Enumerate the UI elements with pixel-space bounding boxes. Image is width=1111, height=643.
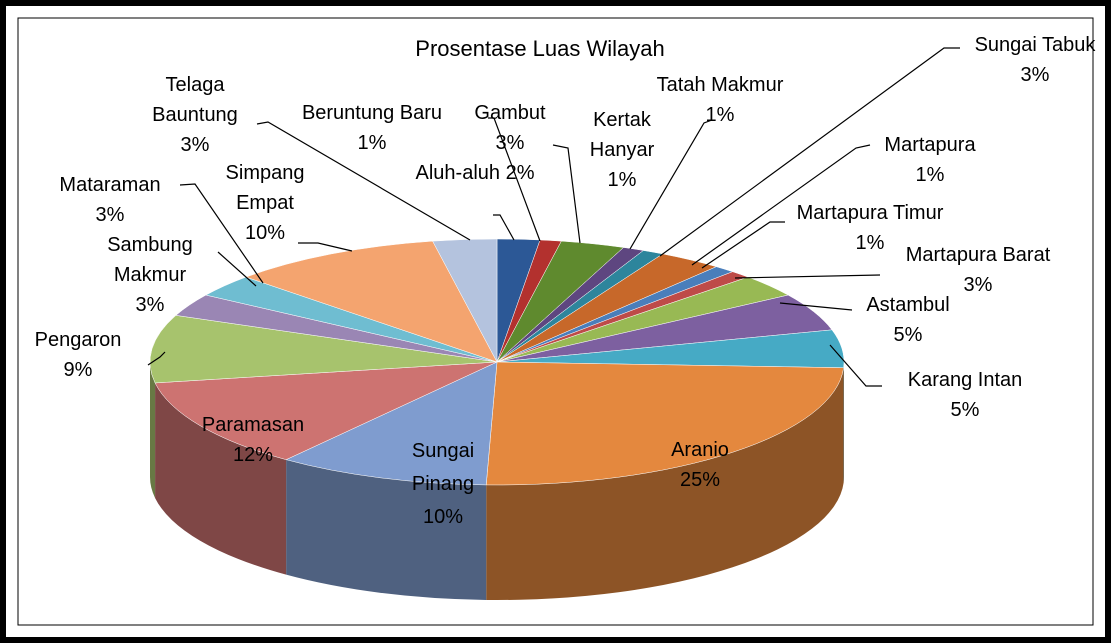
slice-label: Kertak Hanyar 1% <box>577 105 667 195</box>
category-label: Astambul <box>866 294 950 316</box>
leader-line <box>256 121 471 241</box>
leader-line <box>493 214 515 241</box>
category-label: Tatah Makmur <box>656 74 784 96</box>
category-label: Sungai Pinang <box>411 440 475 495</box>
category-label: Simpang Empat <box>225 162 305 214</box>
leader-line <box>691 144 871 266</box>
value-label: 3% <box>180 134 210 156</box>
slice-label: Martapura 1% <box>865 130 995 190</box>
value-label: 1% <box>607 169 637 191</box>
value-label: 1% <box>705 104 735 126</box>
slice-side <box>286 459 487 600</box>
category-label: Aranio <box>671 439 729 461</box>
category-label: Sambung Makmur <box>107 234 193 286</box>
value-label: 9% <box>63 359 93 381</box>
value-label: 5% <box>950 399 980 421</box>
slice-label: Paramasan 12% <box>183 410 323 470</box>
chart-title: Prosentase Luas Wilayah <box>415 36 665 61</box>
category-label: Kertak Hanyar <box>589 109 655 161</box>
value-label: 3% <box>963 274 993 296</box>
slice-label: Martapura Timur 1% <box>775 198 965 258</box>
slice-label: Simpang Empat 10% <box>205 158 325 248</box>
slice-label: Sungai Tabuk 3% <box>960 30 1110 90</box>
value-label: 3% <box>95 204 125 226</box>
leader-line <box>734 274 881 279</box>
value-label: 25% <box>679 469 721 491</box>
slice-side <box>155 382 287 575</box>
slice <box>149 315 498 384</box>
slice-label: Beruntung Baru 1% <box>277 98 467 158</box>
value-label: 1% <box>855 232 885 254</box>
value-label: 3% <box>495 132 525 154</box>
value-label: 12% <box>232 444 274 466</box>
slice <box>485 361 844 486</box>
leader-line <box>488 117 541 242</box>
slice-label: Astambul 5% <box>848 290 968 350</box>
slice-label: Martapura Barat 3% <box>883 240 1073 300</box>
value-label: 1% <box>915 164 945 186</box>
slice-label: Aluh-aluh 2% <box>390 158 560 188</box>
leader-line <box>829 344 882 387</box>
slice-label: Gambut 3% <box>465 98 555 158</box>
slice-side <box>486 367 844 600</box>
slice-label: Pengaron 9% <box>18 325 138 385</box>
plot-frame <box>17 17 1094 626</box>
value-label: 5% <box>893 324 923 346</box>
leader-line <box>552 144 581 244</box>
slice <box>154 361 498 460</box>
value-label: 10% <box>422 506 464 528</box>
category-label: Telaga Bauntung <box>152 74 238 126</box>
slice-label: Sambung Makmur 3% <box>90 230 210 320</box>
slice-label: Mataraman 3% <box>35 170 185 230</box>
category-label: Gambut <box>474 102 546 124</box>
category-label: Pengaron <box>34 329 122 351</box>
slice-label: Telaga Bauntung 3% <box>135 70 255 160</box>
slice <box>285 361 498 486</box>
value-label: 1% <box>357 132 387 154</box>
leader-line <box>147 351 166 366</box>
category-label: Beruntung Baru <box>301 102 443 124</box>
category-label: Karang Intan <box>907 369 1023 391</box>
category-label: Martapura Timur <box>796 202 944 224</box>
value-label: 10% <box>244 222 286 244</box>
value-label: 3% <box>1020 64 1050 86</box>
slice-label: Aranio 25% <box>640 435 760 495</box>
slice-side <box>150 362 156 498</box>
slice-label: Sungai Pinang 10% <box>388 435 498 534</box>
leader-line <box>701 221 785 269</box>
slice-label: Karang Intan 5% <box>880 365 1050 425</box>
leader-line <box>298 242 353 252</box>
leader-line <box>217 251 257 287</box>
category-label: Martapura <box>884 134 976 156</box>
category-label: Mataraman <box>59 174 161 196</box>
slice-label: Tatah Makmur 1% <box>630 70 810 130</box>
slice <box>432 238 498 363</box>
category-label: Martapura Barat <box>905 244 1051 266</box>
category-label: Sungai Tabuk <box>974 34 1096 56</box>
category-label: Aluh-aluh <box>415 162 501 184</box>
value-label: 3% <box>135 294 165 316</box>
leader-line <box>629 119 713 250</box>
leader-line <box>659 47 960 257</box>
category-label: Paramasan <box>201 414 305 436</box>
value-label: 2% <box>505 162 535 184</box>
leader-line <box>779 302 853 311</box>
leader-line <box>179 183 264 284</box>
